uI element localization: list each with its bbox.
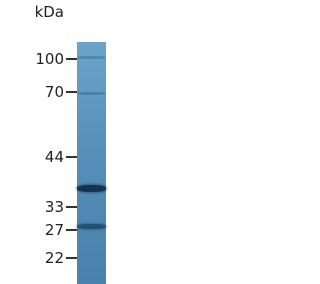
unit-label: kDa xyxy=(34,3,64,21)
marker-label: 27 xyxy=(44,221,64,239)
marker-label: 100 xyxy=(35,50,64,68)
marker-tick xyxy=(66,257,77,259)
marker-label: 33 xyxy=(44,198,64,216)
marker-tick xyxy=(66,229,77,231)
marker-tick xyxy=(66,156,77,158)
marker-label: 44 xyxy=(44,148,64,166)
strong-band xyxy=(77,185,106,192)
sample-lane xyxy=(77,42,106,284)
faint-band xyxy=(77,92,106,95)
faint-band xyxy=(77,56,106,59)
weak-band xyxy=(77,224,106,229)
marker-tick xyxy=(66,58,77,60)
marker-label: 70 xyxy=(44,83,64,101)
marker-label: 22 xyxy=(44,249,64,267)
marker-tick xyxy=(66,91,77,93)
marker-tick xyxy=(66,206,77,208)
